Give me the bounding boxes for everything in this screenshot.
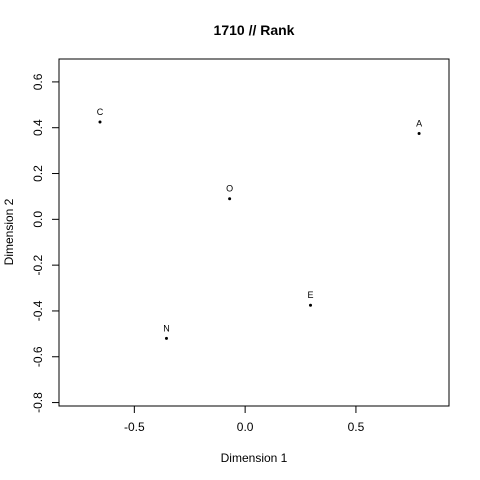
y-tick-label: -0.4	[31, 300, 45, 321]
x-tick-label: -0.5	[124, 420, 145, 434]
data-point-a	[417, 131, 421, 135]
point-label-n: N	[163, 323, 170, 333]
y-tick-label: 0.2	[31, 165, 45, 182]
y-tick-label: -0.8	[31, 392, 45, 413]
data-point-n	[164, 336, 168, 340]
data-point-e	[309, 303, 313, 307]
data-point-c	[98, 120, 102, 124]
y-tick-label: 0.6	[31, 73, 45, 90]
chart-title: 1710 // Rank	[214, 22, 295, 38]
y-axis-label: Dimension 2	[2, 198, 16, 265]
x-tick-label: 0.0	[237, 420, 254, 434]
data-point-o	[228, 197, 232, 201]
plot-frame	[58, 58, 450, 407]
data-points: C A O E N	[97, 107, 422, 340]
point-label-o: O	[226, 184, 233, 194]
y-tick-label: 0.4	[31, 119, 45, 136]
point-label-c: C	[97, 107, 104, 117]
y-tick-label: -0.6	[31, 346, 45, 367]
point-label-e: E	[307, 290, 313, 300]
y-tick-label: 0.0	[31, 211, 45, 228]
y-tick-label: -0.2	[31, 254, 45, 275]
x-axis-label: Dimension 1	[221, 451, 288, 465]
y-axis: -0.8 -0.6 -0.4 -0.2 0.0 0.2 0.4 0.6	[31, 73, 59, 413]
point-label-a: A	[416, 118, 422, 128]
x-axis: -0.5 0.0 0.5	[124, 406, 365, 434]
x-tick-label: 0.5	[348, 420, 365, 434]
